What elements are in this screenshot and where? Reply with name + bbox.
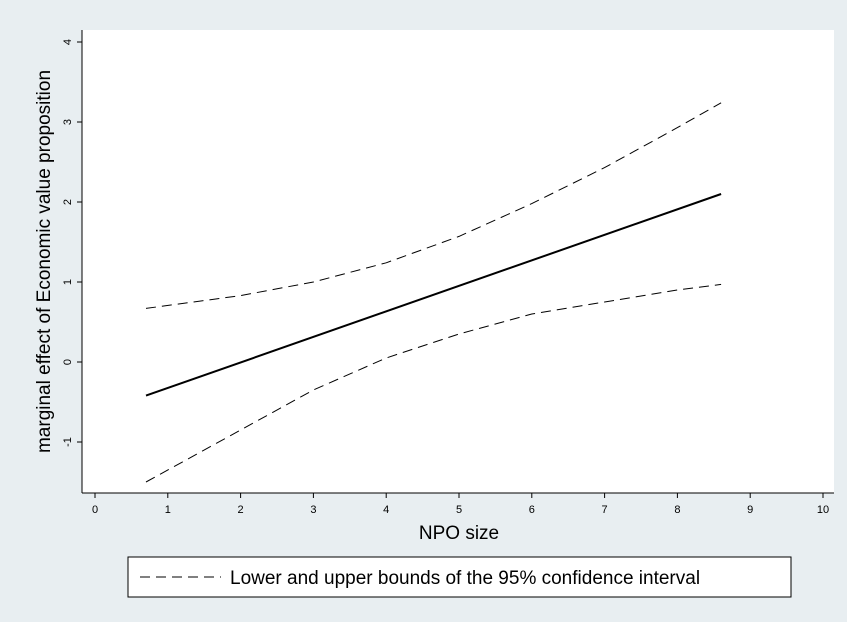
y-tick-label: -1 <box>62 437 74 447</box>
x-tick-label: 0 <box>92 504 98 516</box>
y-tick-label: 1 <box>62 279 74 285</box>
y-axis-title: marginal effect of Economic value propos… <box>34 70 55 453</box>
x-tick-label: 10 <box>817 504 829 516</box>
x-tick-label: 2 <box>238 504 244 516</box>
y-tick-label: 3 <box>62 119 74 125</box>
series-line-lower <box>145 283 722 483</box>
y-tick-label: 0 <box>62 359 74 365</box>
legend-label: Lower and upper bounds of the 95% confid… <box>230 568 700 589</box>
series-line-estimate <box>145 193 722 397</box>
legend-box <box>127 556 792 598</box>
x-tick-label: 7 <box>602 504 608 516</box>
legend: Lower and upper bounds of the 95% confid… <box>127 556 792 598</box>
x-tick-label: 5 <box>456 504 462 516</box>
x-tick-label: 1 <box>165 504 171 516</box>
y-tick-label: 2 <box>62 199 74 205</box>
x-tick-label: 9 <box>747 504 753 516</box>
y-axis: -1 0 1 2 3 4 <box>62 30 83 493</box>
plot-area <box>82 30 834 493</box>
x-tick-label: 6 <box>529 504 535 516</box>
series-layer <box>145 102 722 483</box>
x-tick-label: 3 <box>310 504 316 516</box>
series-line-upper <box>145 102 722 309</box>
y-tick-label: 4 <box>62 39 74 45</box>
x-tick-label: 8 <box>674 504 680 516</box>
x-axis-title: NPO size <box>419 523 499 544</box>
x-axis: 0 1 2 3 4 5 6 7 8 9 10 <box>82 492 834 516</box>
x-tick-label: 4 <box>383 504 389 516</box>
